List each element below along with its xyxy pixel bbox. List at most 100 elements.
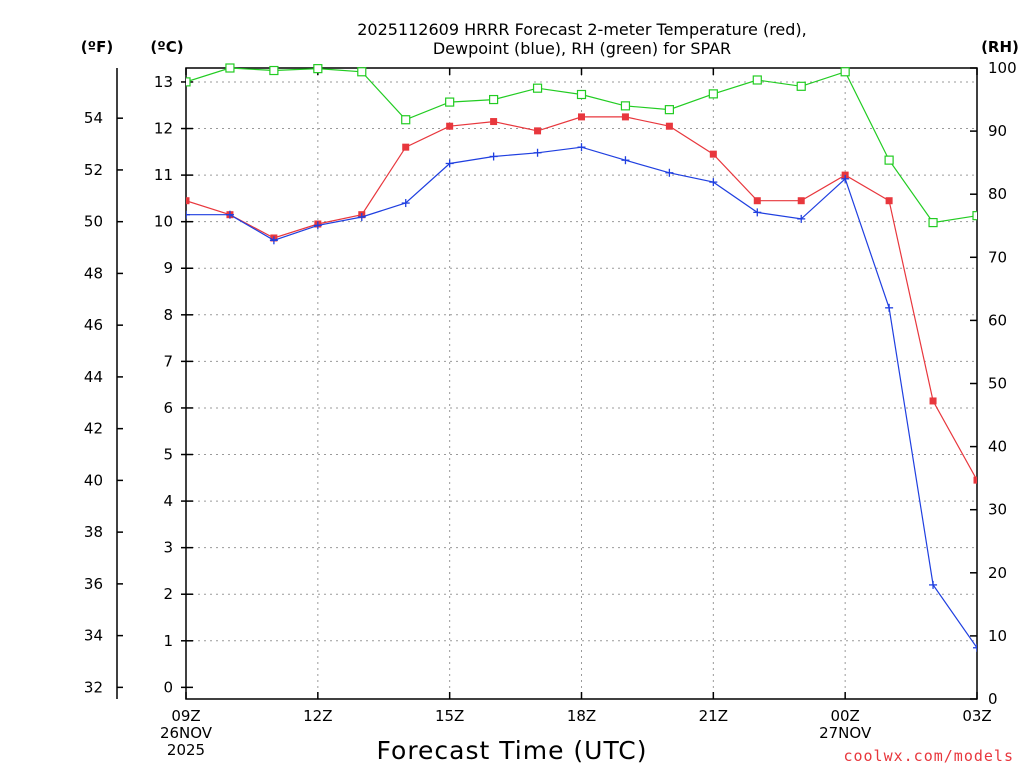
- temperature-point: [534, 127, 542, 135]
- rh-point: [225, 63, 235, 73]
- celsius-tick-label: 9: [163, 259, 173, 277]
- rh-point: [357, 67, 367, 77]
- celsius-tick-label: 2: [163, 585, 173, 603]
- rh-point: [620, 101, 631, 111]
- dewpoint-point: [973, 643, 977, 652]
- series-rh: [186, 63, 977, 228]
- rh-unit-label: (RH): [981, 38, 1019, 56]
- temperature-point: [753, 197, 761, 205]
- temperature-point: [446, 122, 454, 130]
- celsius-tick-label: 6: [163, 399, 173, 417]
- fahrenheit-tick-label: 50: [84, 213, 103, 231]
- plot-frame: [185, 67, 978, 700]
- rh-tick-label: 10: [988, 627, 1007, 645]
- x-tick-label: 2025: [167, 741, 205, 759]
- celsius-tick-label: 12: [154, 120, 173, 138]
- rh-point: [752, 75, 762, 85]
- rh-tick-label: 70: [988, 248, 1007, 266]
- temperature-point: [709, 150, 717, 158]
- rh-point: [796, 81, 806, 91]
- fahrenheit-tick-label: 34: [84, 627, 103, 645]
- x-tick-label: 15Z: [435, 707, 464, 725]
- rh-point: [532, 83, 543, 93]
- celsius-tick-label: 0: [163, 678, 173, 696]
- rh-point: [708, 89, 718, 99]
- x-axis-title: Forecast Time (UTC): [377, 736, 648, 765]
- fahrenheit-tick-label: 46: [84, 316, 103, 334]
- temperature-point: [929, 397, 937, 405]
- x-tick-label: 27NOV: [819, 724, 872, 742]
- rh-point: [576, 89, 587, 100]
- temperature-point: [665, 122, 673, 130]
- x-tick-label: 18Z: [567, 707, 596, 725]
- celsius-tick-label: 3: [163, 539, 173, 557]
- title-line-2: Dewpoint (blue), RH (green) for SPAR: [433, 39, 731, 58]
- dewpoint-point: [225, 210, 234, 219]
- temperature-point: [186, 197, 190, 205]
- fahrenheit-tick-label: 36: [84, 575, 103, 593]
- credit-text: coolwx.com/models: [843, 747, 1014, 765]
- rh-tick-label: 40: [988, 438, 1007, 456]
- x-tick-label: 03Z: [962, 707, 991, 725]
- rh-point: [664, 105, 674, 115]
- fahrenheit-tick-label: 48: [84, 264, 103, 282]
- celsius-tick-label: 1: [163, 632, 173, 650]
- dewpoint-point: [401, 199, 410, 208]
- axes: 3234363840424446485052540123456789101112…: [84, 59, 1017, 759]
- dewpoint-point: [753, 208, 762, 217]
- title-line-1: 2025112609 HRRR Forecast 2-meter Tempera…: [357, 20, 807, 39]
- rh-tick-label: 100: [988, 59, 1017, 77]
- fahrenheit-unit-label: (ºF): [81, 38, 113, 56]
- fahrenheit-tick-label: 52: [84, 161, 103, 179]
- dewpoint-point: [797, 214, 806, 223]
- dewpoint-point: [621, 156, 630, 165]
- celsius-tick-label: 10: [154, 213, 173, 231]
- dewpoint-point: [841, 174, 850, 183]
- celsius-unit-label: (ºC): [150, 38, 183, 56]
- rh-tick-label: 50: [988, 375, 1007, 393]
- rh-tick-label: 80: [988, 185, 1007, 203]
- x-tick-label: 26NOV: [160, 724, 213, 742]
- fahrenheit-tick-label: 44: [84, 368, 103, 386]
- temperature-point: [402, 143, 410, 151]
- rh-point: [269, 65, 279, 76]
- x-tick-label: 09Z: [171, 707, 200, 725]
- rh-point: [928, 217, 938, 228]
- rh-tick-label: 0: [988, 690, 998, 708]
- celsius-tick-label: 7: [163, 352, 173, 370]
- x-tick-label: 12Z: [303, 707, 332, 725]
- dewpoint-point: [665, 168, 674, 177]
- temperature-point: [490, 118, 498, 126]
- fahrenheit-tick-label: 54: [84, 109, 103, 127]
- rh-point: [313, 64, 323, 74]
- celsius-tick-label: 13: [154, 73, 173, 91]
- dewpoint-point: [269, 236, 278, 245]
- temperature-point: [885, 197, 893, 205]
- series-dewpoint: [186, 143, 977, 652]
- temperature-point: [797, 197, 805, 205]
- rh-point: [840, 67, 850, 77]
- dewpoint-point: [445, 159, 454, 168]
- dewpoint-point: [885, 303, 894, 312]
- dewpoint-point: [929, 580, 938, 589]
- dewpoint-point: [577, 143, 586, 152]
- dewpoint-point: [186, 210, 190, 219]
- fahrenheit-tick-label: 32: [84, 678, 103, 696]
- rh-point: [401, 115, 411, 125]
- fahrenheit-tick-label: 38: [84, 523, 103, 541]
- celsius-tick-label: 5: [163, 446, 173, 464]
- fahrenheit-tick-label: 42: [84, 420, 103, 438]
- rh-point: [186, 77, 191, 87]
- rh-point: [445, 97, 455, 107]
- dewpoint-point: [357, 213, 366, 222]
- rh-tick-label: 20: [988, 564, 1007, 582]
- rh-tick-label: 60: [988, 311, 1007, 329]
- dewpoint-point: [533, 148, 542, 157]
- celsius-tick-label: 4: [163, 492, 173, 510]
- temperature-point: [621, 113, 629, 121]
- series-lines: [186, 63, 977, 652]
- dewpoint-point: [709, 178, 718, 187]
- temperature-point: [578, 113, 585, 121]
- temperature-point: [973, 476, 977, 484]
- dewpoint-point: [489, 152, 498, 161]
